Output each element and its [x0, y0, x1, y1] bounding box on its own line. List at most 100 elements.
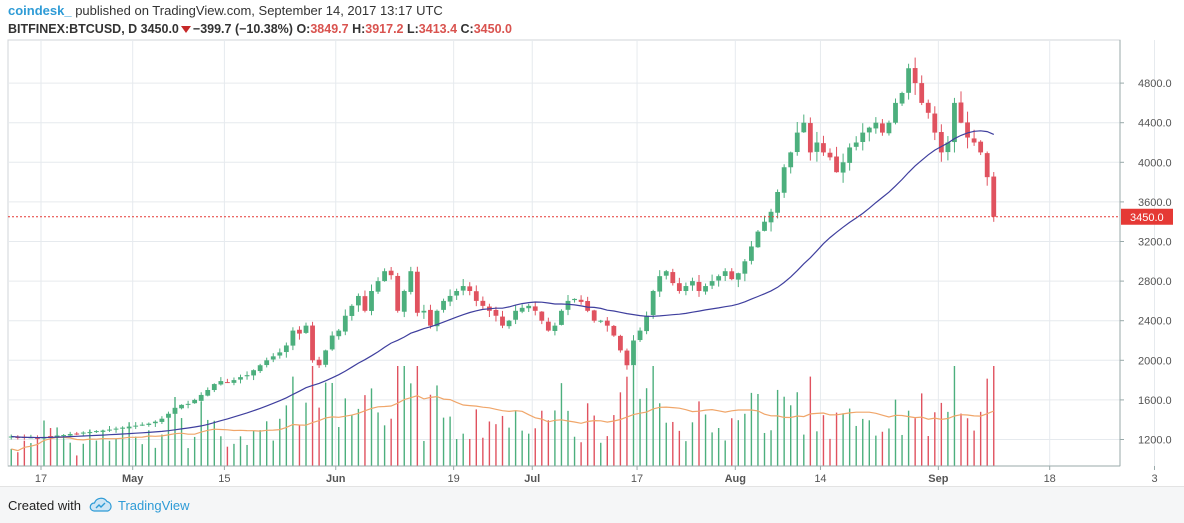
- candle-body: [513, 310, 518, 320]
- chart-grid: [7, 39, 1155, 467]
- candle-body: [958, 102, 964, 123]
- candle-body: [853, 142, 859, 147]
- candle-body: [925, 102, 931, 113]
- candle-body: [270, 356, 276, 360]
- candle-body: [539, 311, 545, 321]
- candle-body: [591, 310, 597, 321]
- candle-body: [126, 426, 132, 429]
- candle-body: [225, 382, 230, 384]
- candle-body: [408, 271, 414, 292]
- candle-body: [893, 102, 898, 123]
- candle-body: [978, 141, 984, 153]
- ohlc-legend: BITFINEX:BTCUSD, D 3450.0 −399.7 (−10.38%…: [8, 22, 512, 36]
- candle-body: [755, 231, 761, 248]
- candle-body: [277, 352, 283, 356]
- candle-body: [35, 437, 40, 439]
- chart-header: coindesk_ published on TradingView.com, …: [8, 3, 1176, 39]
- down-arrow-icon: [180, 26, 191, 34]
- candle-body: [814, 142, 820, 152]
- y-tick-label: 4400.0: [1138, 118, 1172, 130]
- x-tick-label: 14: [814, 473, 826, 485]
- candle-body: [585, 301, 591, 311]
- tradingview-link[interactable]: TradingView: [118, 498, 190, 513]
- candle-body: [473, 291, 479, 301]
- candle-body: [133, 425, 139, 427]
- candle-body: [637, 330, 643, 341]
- candle-body: [454, 291, 460, 296]
- candle-body: [519, 307, 525, 312]
- x-tick-label: Jul: [524, 473, 540, 485]
- symbol-label[interactable]: BITFINEX:BTCUSD, D: [8, 22, 138, 36]
- candle-body: [48, 436, 53, 438]
- candle-body: [395, 275, 401, 311]
- candle-body: [526, 305, 532, 309]
- candle-body: [447, 295, 453, 302]
- price-axis[interactable]: 1200.0 1600.0 2000.0 2400.0 2800.0 3200.0 3600…: [1119, 40, 1172, 466]
- candle-body: [310, 325, 315, 361]
- candle-body: [735, 273, 741, 280]
- candle-body: [834, 156, 839, 173]
- price-chart[interactable]: 3450.0 1200.0 1600.0 2000.0 2400.0 2800.0 320…: [0, 0, 1184, 486]
- candle-body: [886, 122, 892, 134]
- candle-body: [971, 138, 977, 143]
- candle-body: [873, 122, 879, 129]
- candle-body: [146, 423, 152, 425]
- candle-body: [80, 432, 86, 434]
- candle-body: [362, 296, 368, 311]
- x-tick-label: Aug: [725, 473, 746, 485]
- candle-body: [624, 350, 630, 366]
- y-tick-label: 2800.0: [1138, 276, 1172, 288]
- candle-body: [703, 286, 708, 292]
- close-value: 3450.0: [473, 22, 512, 36]
- candle-body: [827, 152, 833, 158]
- candle-body: [742, 261, 748, 274]
- y-tick-label: 3600.0: [1138, 197, 1172, 209]
- candle-body: [211, 384, 217, 391]
- candlesticks: [8, 57, 997, 440]
- candle-body: [264, 360, 270, 366]
- candle-body: [467, 286, 473, 291]
- candle-body: [683, 286, 689, 292]
- candle-body: [604, 320, 610, 326]
- candle-body: [821, 143, 826, 153]
- candle-body: [768, 211, 774, 223]
- last-price-line: 3450.0: [8, 208, 1173, 225]
- candle-body: [113, 428, 119, 430]
- candle-body: [198, 394, 204, 401]
- candle-body: [139, 424, 145, 426]
- y-tick-label: 1200.0: [1138, 435, 1172, 447]
- candle-body: [572, 298, 577, 301]
- publish-info: coindesk_ published on TradingView.com, …: [8, 3, 443, 18]
- candle-body: [356, 295, 361, 306]
- candle-body: [840, 162, 846, 173]
- candle-body: [421, 310, 427, 313]
- candle-body: [611, 325, 617, 336]
- candle-body: [388, 270, 394, 276]
- last-price: 3450.0: [140, 22, 179, 36]
- publish-text: published on TradingView.com, September …: [71, 3, 443, 18]
- last-price-label: 3450.0: [1130, 212, 1164, 224]
- moving-average-line: [11, 130, 995, 439]
- candle-body: [938, 132, 944, 153]
- candle-body: [159, 418, 165, 422]
- candle-body: [342, 315, 348, 332]
- candle-body: [297, 329, 302, 334]
- candle-body: [218, 381, 224, 385]
- time-axis[interactable]: 17 May 15 Jun 19 Jul 17 Aug 14 Sep 18 3: [8, 465, 1158, 485]
- volume-ma-line: [11, 395, 995, 452]
- candle-body: [231, 380, 237, 383]
- candle-body: [185, 403, 191, 405]
- close-label: C:: [460, 22, 474, 36]
- candle-body: [598, 320, 604, 322]
- candle-body: [441, 300, 446, 310]
- author-link[interactable]: coindesk_: [8, 3, 72, 18]
- footer: Created with TradingView: [0, 486, 1184, 523]
- low-value: 3413.4: [418, 22, 458, 36]
- x-tick-label: 3: [1151, 473, 1157, 485]
- open-label: O:: [296, 22, 311, 36]
- tradingview-cloud-icon[interactable]: [88, 497, 114, 513]
- candle-body: [323, 350, 329, 365]
- y-tick-label: 2400.0: [1138, 316, 1172, 328]
- open-value: 3849.7: [310, 22, 349, 36]
- candle-body: [54, 435, 60, 438]
